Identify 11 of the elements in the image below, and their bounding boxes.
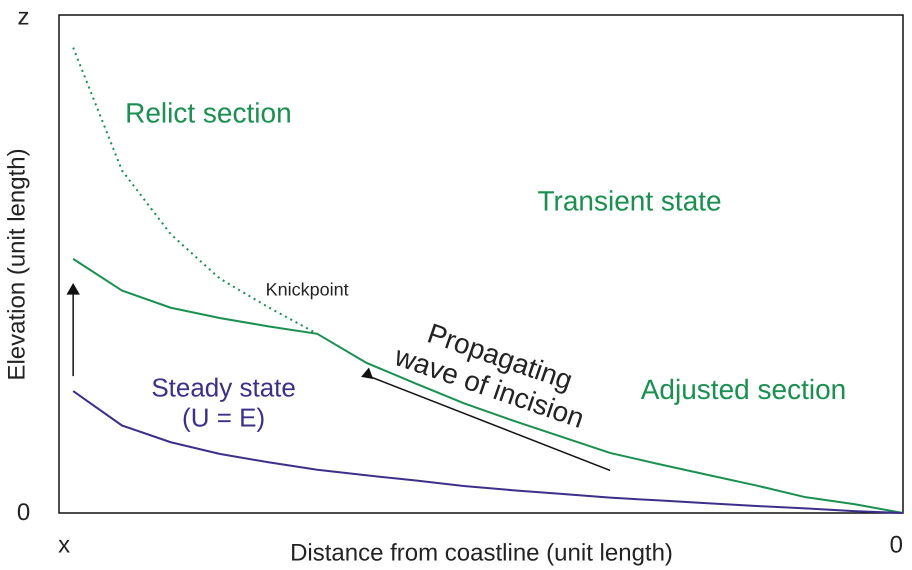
annotation: Transient state xyxy=(537,186,722,217)
annotation: Steady state (U = E) xyxy=(151,372,296,432)
x-axis-title: Distance from coastline (unit length) xyxy=(290,540,673,566)
text: 0 xyxy=(16,499,30,526)
text: 0 xyxy=(890,531,903,558)
text: x xyxy=(58,531,70,558)
text: z xyxy=(18,3,30,30)
annotation: Relict section xyxy=(125,98,292,129)
annotation: Adjusted section xyxy=(640,374,846,405)
annotation: Knickpoint xyxy=(266,279,349,300)
y-axis-title: Elevation (unit length) xyxy=(4,148,30,381)
